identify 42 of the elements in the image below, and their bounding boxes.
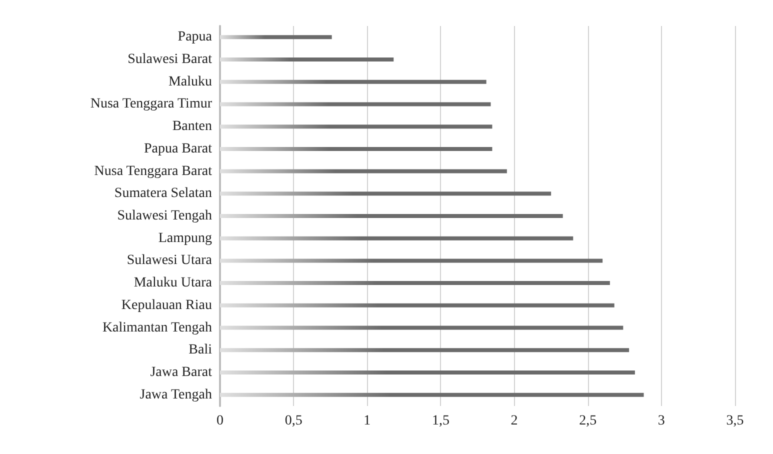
bar xyxy=(220,326,624,330)
x-tick-label: 0,5 xyxy=(284,414,302,428)
bar xyxy=(220,102,491,106)
y-tick-label: Papua xyxy=(178,30,213,45)
y-tick-label: Kalimantan Tengah xyxy=(102,320,212,336)
bar xyxy=(220,192,552,196)
bar xyxy=(220,214,563,218)
y-tick-label: Lampung xyxy=(158,230,212,246)
bar xyxy=(220,124,492,129)
y-tick-label: Maluku xyxy=(168,74,212,90)
bar xyxy=(220,281,610,286)
y-tick-label: Papua Barat xyxy=(144,141,212,156)
x-tick-label: 1,5 xyxy=(432,414,450,428)
y-tick-label: Maluku Utara xyxy=(134,276,213,291)
y-tick-label: Nusa Tenggara Barat xyxy=(94,164,212,179)
bar xyxy=(220,80,486,84)
bar xyxy=(220,303,614,308)
x-tick-label: 2 xyxy=(510,414,518,428)
y-tick-label: Sumatera Selatan xyxy=(114,186,212,202)
bar xyxy=(220,146,492,151)
y-tick-label: Kepulauan Riau xyxy=(121,298,212,313)
x-tick-label: 0 xyxy=(216,414,224,428)
x-tick-label: 3 xyxy=(658,414,665,428)
bar xyxy=(220,58,394,62)
x-tick-label: 3,5 xyxy=(726,414,744,428)
bar xyxy=(220,392,644,397)
x-tick-label: 2,5 xyxy=(579,414,597,428)
bar xyxy=(220,370,635,374)
y-tick-label: Nusa Tenggara Timur xyxy=(90,96,212,112)
y-tick-label: Sulawesi Barat xyxy=(128,52,212,68)
x-tick-label: 1 xyxy=(364,414,371,428)
y-tick-label: Sulawesi Tengah xyxy=(117,208,212,224)
bar xyxy=(220,35,332,40)
y-tick-label: Jawa Tengah xyxy=(140,387,212,402)
y-tick-label: Banten xyxy=(172,119,212,134)
bar xyxy=(220,236,574,240)
bar xyxy=(220,348,630,352)
y-tick-label: Sulawesi Utara xyxy=(126,253,213,268)
y-tick-label: Jawa Barat xyxy=(150,364,212,380)
bar xyxy=(220,169,507,174)
y-tick-label: Bali xyxy=(188,342,212,358)
bar xyxy=(220,258,603,263)
